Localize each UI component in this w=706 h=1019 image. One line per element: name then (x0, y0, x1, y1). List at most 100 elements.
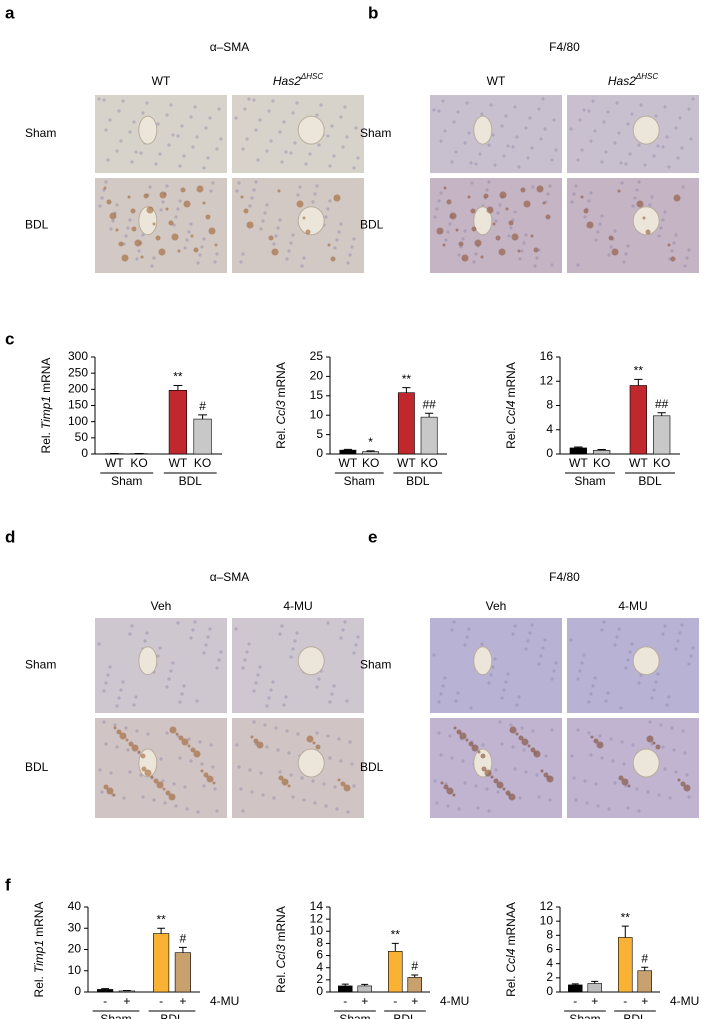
cell-nucleus (576, 158, 580, 162)
cell-nucleus (135, 729, 139, 733)
cell-nucleus (350, 245, 354, 249)
cell-nucleus (348, 740, 352, 744)
cell-nucleus (622, 260, 626, 264)
y-label-prefix: Rel. (274, 428, 288, 449)
cell-nucleus (302, 256, 306, 260)
cell-nucleus (293, 639, 297, 643)
stain (196, 185, 204, 193)
cell-nucleus (178, 164, 182, 168)
y-tick-label: 300 (68, 349, 88, 363)
stain (530, 234, 534, 238)
cell-nucleus (176, 134, 180, 138)
cell-nucleus (313, 801, 317, 805)
cell-nucleus (580, 148, 584, 152)
panel-label: a (5, 3, 15, 22)
y-label-gene: Timp1 (32, 940, 46, 973)
stain (593, 738, 599, 744)
cell-nucleus (489, 103, 493, 107)
cell-nucleus (182, 684, 186, 688)
cell-nucleus (154, 162, 158, 166)
cell-nucleus (524, 647, 528, 651)
cell-nucleus (198, 253, 202, 257)
cell-nucleus (330, 124, 334, 128)
row-label: Sham (25, 658, 56, 672)
bar (153, 933, 170, 993)
cell-nucleus (104, 742, 108, 746)
cell-nucleus (615, 635, 619, 639)
cell-nucleus (502, 154, 506, 158)
cell-nucleus (117, 109, 121, 113)
cell-nucleus (548, 184, 552, 188)
stain (144, 769, 152, 777)
cell-nucleus (659, 226, 663, 230)
cell-nucleus (572, 776, 576, 780)
column-label: Has2ΔHSC (608, 72, 658, 88)
row-label: BDL (360, 760, 384, 774)
panel-label: f (5, 875, 11, 894)
cell-nucleus (691, 646, 695, 650)
cell-nucleus (208, 627, 212, 631)
cell-nucleus (439, 692, 443, 696)
cell-nucleus (450, 756, 454, 760)
stain (455, 228, 459, 232)
x-tick-label: WT (397, 456, 416, 470)
y-label-suffix: mRNA (274, 906, 288, 941)
cell-nucleus (591, 99, 595, 103)
cell-nucleus (196, 810, 200, 814)
cell-nucleus (598, 734, 602, 738)
stain (312, 741, 316, 745)
cell-nucleus (332, 684, 336, 688)
error-bar (425, 412, 434, 418)
row-label: Sham (25, 126, 56, 140)
cell-nucleus (496, 211, 500, 215)
cell-nucleus (513, 767, 517, 771)
group-label: Sham (569, 1012, 600, 1019)
stain (443, 186, 447, 190)
stain (116, 729, 122, 735)
cell-nucleus (202, 784, 206, 788)
cell-nucleus (215, 252, 219, 256)
cell-nucleus (241, 666, 245, 670)
cell-nucleus (108, 665, 112, 669)
cell-nucleus (317, 143, 321, 147)
significance-mark: ** (621, 910, 631, 924)
cell-nucleus (341, 145, 345, 149)
cell-nucleus (261, 219, 265, 223)
cell-nucleus (500, 742, 504, 746)
group-label: Sham (111, 474, 142, 488)
cell-nucleus (254, 681, 258, 685)
cell-nucleus (98, 204, 102, 208)
cell-nucleus (583, 215, 587, 219)
stain (683, 784, 691, 792)
y-tick-label: 16 (540, 349, 554, 363)
micrograph (567, 618, 699, 713)
micrograph (232, 95, 364, 173)
stain (505, 790, 511, 796)
cell-nucleus (215, 147, 219, 151)
micrograph (95, 95, 227, 173)
stain (471, 226, 477, 232)
cell-nucleus (463, 141, 467, 145)
cell-nucleus (119, 139, 123, 143)
cell-nucleus (267, 109, 271, 113)
cell-nucleus (570, 200, 574, 204)
treatment-label: 4-MU (210, 994, 239, 1008)
cell-nucleus (295, 101, 299, 105)
cell-nucleus (165, 113, 169, 117)
cell-nucleus (672, 241, 676, 245)
cell-nucleus (165, 184, 169, 188)
stain (125, 738, 129, 742)
y-axis-label: Rel. Timp1 mRNA (32, 902, 46, 998)
cell-nucleus (657, 234, 661, 238)
x-tick-label: WT (339, 456, 358, 470)
cell-nucleus (317, 677, 321, 681)
cell-nucleus (326, 134, 330, 138)
cell-nucleus (552, 118, 556, 122)
stain (206, 775, 214, 783)
cell-nucleus (254, 180, 258, 184)
x-tick-label: KO (194, 456, 211, 470)
stain (645, 229, 651, 235)
cell-nucleus (132, 120, 136, 124)
x-tick-label: - (103, 994, 107, 1008)
x-tick-label: WT (169, 456, 188, 470)
